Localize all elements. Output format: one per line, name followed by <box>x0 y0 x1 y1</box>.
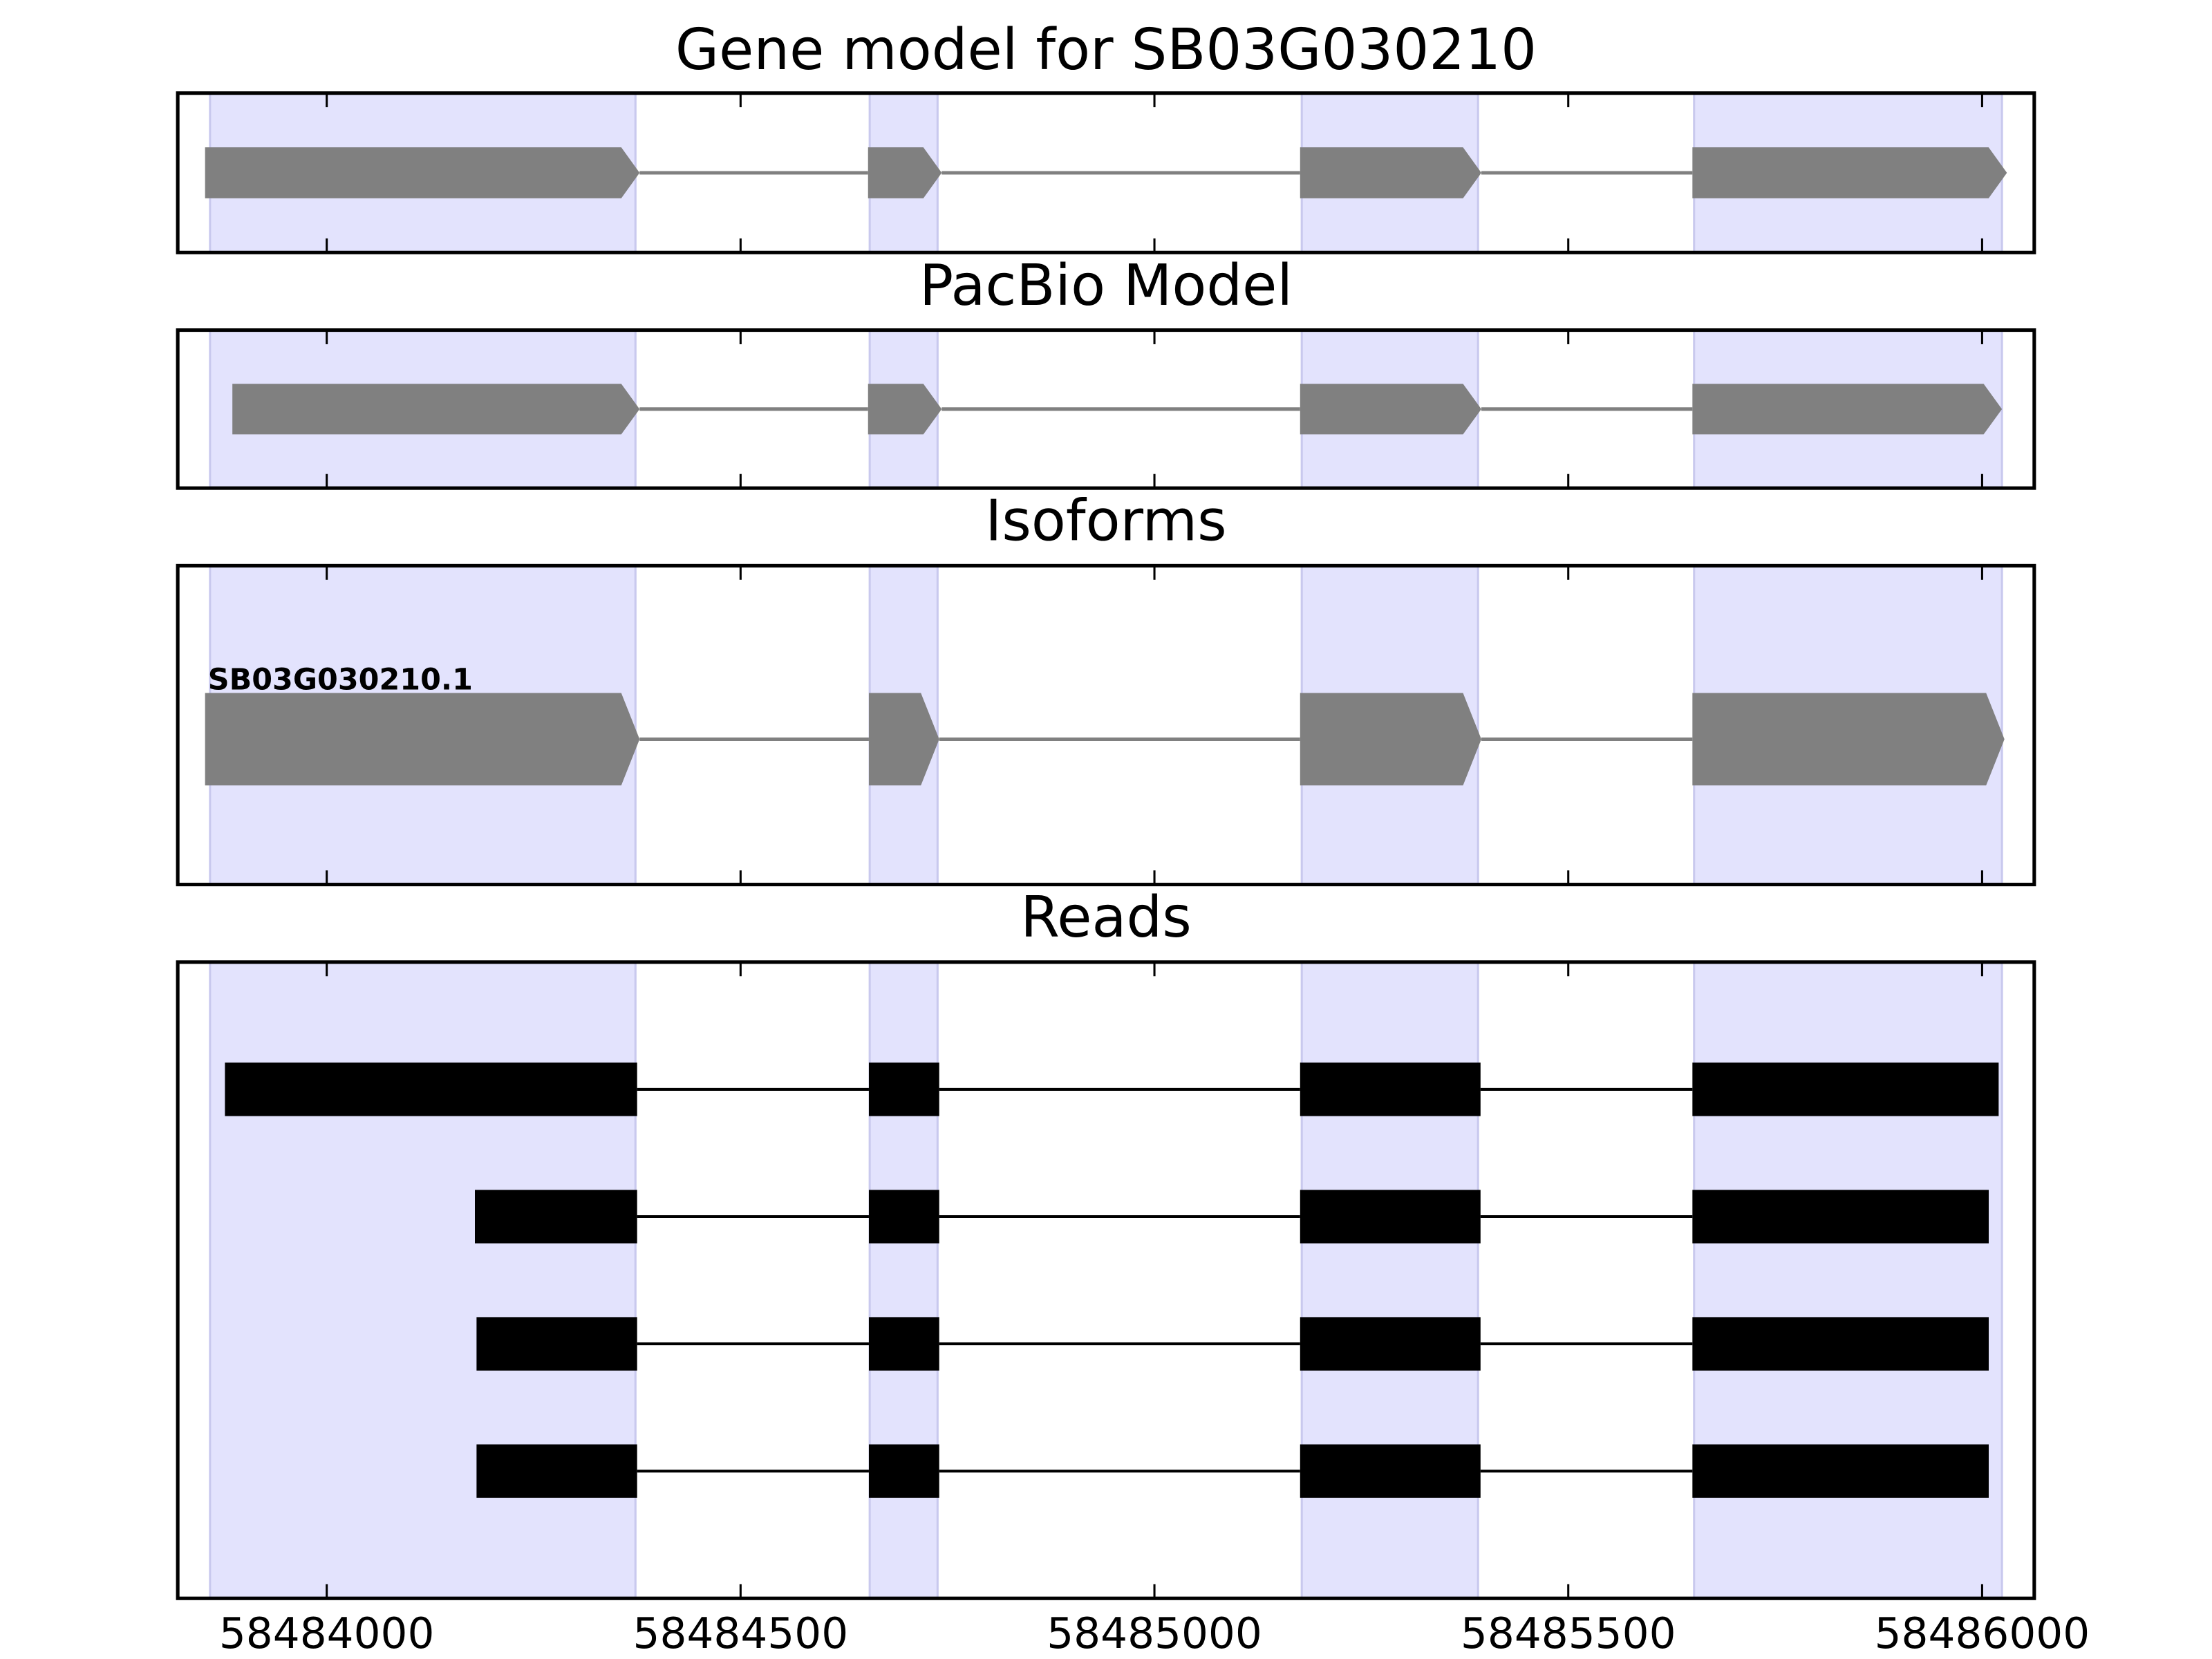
exon <box>1692 1190 1989 1244</box>
exon <box>1300 1317 1481 1371</box>
exon <box>476 1317 637 1371</box>
exon <box>868 384 942 435</box>
exon <box>1300 147 1482 198</box>
exon <box>225 1062 637 1116</box>
exon-highlight <box>209 961 637 1600</box>
exon <box>1300 384 1482 435</box>
exon-highlight <box>1693 961 2003 1600</box>
exon <box>476 1444 637 1498</box>
exon <box>868 693 939 786</box>
exon <box>1692 1062 1999 1116</box>
exon <box>868 147 942 198</box>
exon <box>868 1317 939 1371</box>
panel-title: Isoforms <box>985 489 1226 554</box>
panel-title: Gene model for SB03G030210 <box>675 17 1537 83</box>
x-tick-label: 58485500 <box>1461 1609 1676 1658</box>
exon-highlight <box>1300 961 1479 1600</box>
exon-highlight <box>868 961 939 1600</box>
exon <box>868 1444 939 1498</box>
exon <box>1300 1062 1481 1116</box>
x-tick-label: 58486000 <box>1875 1609 2090 1658</box>
panel-frame <box>176 91 2036 254</box>
exon <box>1692 1317 1989 1371</box>
panel-frame <box>176 563 2036 887</box>
isoform-label: SB03G030210.1 <box>208 663 473 697</box>
panel-frame <box>176 328 2036 490</box>
exon <box>475 1190 637 1244</box>
x-tick-label: 58484500 <box>633 1609 849 1658</box>
exon <box>1692 1444 1989 1498</box>
exon <box>1300 1190 1481 1244</box>
exon <box>1692 693 2005 786</box>
x-tick-label: 58485000 <box>1047 1609 1262 1658</box>
exon <box>1692 147 2007 198</box>
exon <box>205 147 640 198</box>
exon <box>205 693 640 786</box>
panel-title: Reads <box>1020 885 1192 950</box>
panel-title: PacBio Model <box>919 253 1293 319</box>
x-tick-label: 58484000 <box>219 1609 435 1658</box>
exon <box>1692 384 2003 435</box>
exon <box>868 1190 939 1244</box>
exon <box>1300 1444 1481 1498</box>
panel-frame <box>176 960 2036 1600</box>
exon <box>868 1062 939 1116</box>
exon <box>1300 693 1482 786</box>
exon <box>232 384 640 435</box>
